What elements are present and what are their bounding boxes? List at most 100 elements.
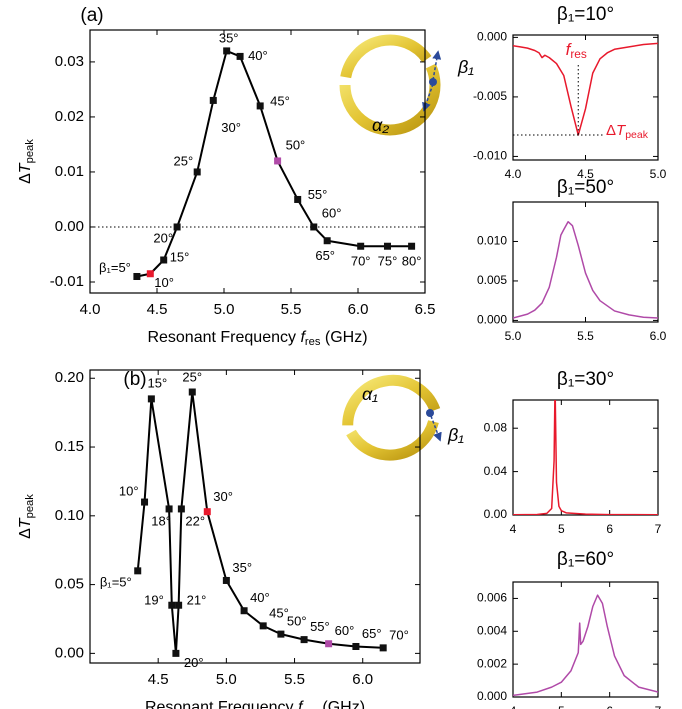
y-axis-label-part: Δ (17, 173, 34, 184)
marker (133, 272, 141, 280)
diagram-label: β₁ (457, 57, 474, 77)
point-label: 70° (389, 627, 409, 642)
y-tick-label: -0.005 (473, 89, 507, 103)
point-label: β₁=5° (99, 260, 131, 275)
annotation: fres (566, 40, 587, 61)
y-tick-label: -0.010 (473, 149, 507, 163)
y-tick-label: 0.000 (477, 689, 507, 703)
x-axis-label-part: res (305, 336, 321, 348)
y-axis-label: ΔTpeak (17, 139, 36, 184)
marker (160, 256, 168, 264)
x-axis-label-part: f (300, 329, 306, 346)
y-tick-label: 0.005 (477, 273, 507, 287)
point-label: 60° (322, 205, 342, 220)
chart-title: β₁=10° (557, 4, 614, 25)
dot (429, 78, 437, 86)
point-label: 18° (151, 513, 171, 528)
x-tick-label: 4 (510, 704, 517, 709)
x-tick-label: 4.5 (577, 167, 594, 181)
marker (240, 607, 248, 615)
annotation-part: T (616, 122, 627, 139)
point-label: 20° (184, 655, 204, 670)
point-label: 22° (185, 513, 205, 528)
ring-arc (340, 34, 432, 79)
x-axis-label-part: f (298, 699, 304, 709)
y-tick-label: 0.006 (477, 591, 507, 605)
marker (222, 576, 230, 584)
x-axis-label: Resonant Frequency fres (GHz) (147, 329, 367, 348)
ring-diagram-a: α₂ β₁ (339, 34, 474, 136)
marker (141, 498, 149, 506)
x-axis-label-part: (GHz) (318, 699, 365, 709)
marker (256, 102, 264, 110)
x-tick-label: 5.0 (214, 301, 235, 318)
marker (177, 505, 185, 513)
x-tick-label: 4.5 (147, 301, 168, 318)
plot-frame (512, 399, 659, 516)
annotation-part: f (566, 40, 573, 59)
point-label: 25° (182, 369, 202, 384)
x-axis-label-part: (GHz) (320, 329, 367, 346)
point-label: 70° (351, 254, 371, 269)
marker (173, 223, 181, 231)
marker (146, 270, 154, 278)
x-tick-label: 5.0 (216, 671, 237, 688)
x-axis-label-part: Resonant Frequency (145, 699, 298, 709)
marker (203, 508, 211, 516)
point-label: 25° (174, 153, 194, 168)
point-label: 30° (221, 120, 241, 135)
y-tick-label: 0.01 (55, 163, 84, 180)
point-label: 65° (362, 626, 382, 641)
marker (209, 96, 217, 104)
marker (310, 223, 318, 231)
marker (294, 195, 302, 203)
marker (277, 630, 285, 638)
y-tick-label: 0.04 (484, 464, 508, 478)
point-label: 55° (308, 187, 328, 202)
marker (408, 242, 416, 250)
y-axis-label: ΔTpeak (17, 494, 36, 539)
diagram-label: α₁ (362, 384, 378, 404)
x-tick-label: 7 (655, 522, 662, 536)
panel-label: (a) (80, 5, 103, 26)
ring-arc (342, 374, 441, 426)
x-axis-label-part: res (302, 706, 318, 709)
diagram-label: α₂ (372, 115, 389, 135)
spectrum-line (513, 400, 658, 515)
marker (325, 640, 333, 648)
x-axis-label-part: Resonant Frequency (147, 329, 300, 346)
x-tick-label: 5 (558, 522, 565, 536)
point-label: 75° (378, 254, 398, 269)
marker (168, 601, 176, 609)
x-tick-label: 6.0 (348, 301, 369, 318)
y-axis-label-part: T (17, 162, 34, 173)
marker (383, 242, 391, 250)
plot-frame (89, 369, 421, 664)
ring-diagram-b: α₁ β₁ (342, 374, 464, 461)
annotation-part: peak (625, 129, 649, 141)
x-tick-label: 5.5 (577, 329, 594, 343)
point-label: β₁=5° (100, 574, 132, 589)
x-tick-label: 5.0 (505, 329, 522, 343)
chart-title: β₁=60° (557, 549, 614, 570)
y-tick-label: 0.000 (477, 30, 507, 44)
y-axis-label-part: peak (24, 139, 36, 164)
marker (300, 636, 308, 644)
point-label: 10° (154, 275, 174, 290)
y-tick-label: 0.00 (55, 218, 84, 235)
x-tick-label: 4 (510, 522, 517, 536)
point-label: 60° (335, 623, 355, 638)
annotation: ΔTpeak (606, 122, 649, 141)
chart-title: β₁=50° (557, 177, 614, 198)
marker (134, 567, 142, 575)
x-tick-label: 5 (558, 704, 565, 709)
point-label: 35° (219, 30, 239, 45)
y-tick-label: 0.15 (55, 438, 84, 455)
marker (147, 395, 155, 403)
panel-label: (b) (123, 369, 146, 390)
point-label: 40° (248, 48, 268, 63)
y-tick-label: 0.010 (477, 234, 507, 248)
marker (323, 237, 331, 245)
point-label: 50° (287, 614, 307, 629)
